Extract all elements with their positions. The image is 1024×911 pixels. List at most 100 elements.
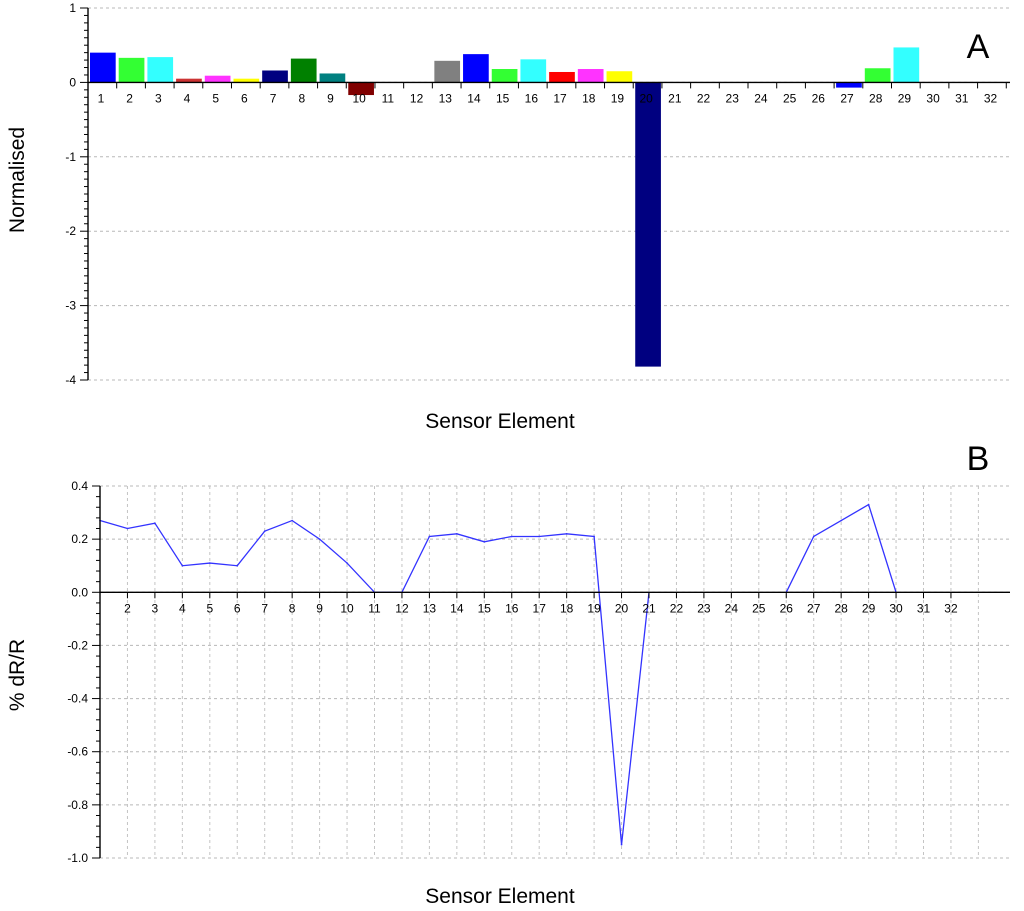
data-point-sensor-17	[538, 535, 540, 538]
data-point-sensor-5	[209, 562, 211, 564]
y-tick-label: -1	[65, 150, 76, 164]
data-point-sensor-15	[483, 541, 486, 543]
panel-b-gridlines	[100, 485, 1010, 859]
x-tick-label: 3	[152, 601, 159, 615]
panel-b-y-tick-labels: 0.4 0.2 0.0 -0.2 -0.4 -0.6 -0.8 -1.0	[67, 479, 88, 865]
panel-b-line-chart: 0.40.20.0-0.2-0.4-0.6-0.8-1.0 2 3 4 5 6 7 8 9 10…	[6, 440, 1010, 908]
x-tick-label: 32	[984, 91, 998, 105]
x-tick-label: 10	[352, 91, 366, 105]
x-tick-label: 7	[270, 91, 277, 105]
x-tick-label: 6	[241, 91, 248, 105]
x-tick-label: 12	[410, 91, 424, 105]
bar-sensor-6	[233, 78, 260, 83]
x-tick-label: 21	[642, 601, 656, 615]
data-point-sensor-6	[236, 564, 239, 567]
x-tick-label: 20	[639, 91, 653, 105]
bar-sensor-20	[635, 82, 661, 367]
x-tick-label: 14	[450, 601, 464, 615]
x-tick-label: 4	[179, 601, 186, 615]
bar-sensor-9	[319, 73, 346, 83]
bar-sensor-15	[491, 69, 518, 83]
series-line	[99, 519, 650, 845]
data-point-sensor-14	[456, 533, 458, 535]
x-tick-label: 15	[496, 91, 510, 105]
x-tick-label: 23	[726, 91, 740, 105]
panel-b-y-axis-title: % dR/R	[6, 639, 29, 711]
panel-a-letter: A	[967, 28, 990, 66]
data-point-sensor-9	[318, 538, 321, 540]
x-tick-label: 9	[327, 91, 334, 105]
x-tick-label: 11	[382, 91, 395, 105]
x-tick-label: 25	[752, 601, 766, 615]
x-tick-label: 13	[423, 601, 437, 615]
x-tick-label: 23	[697, 601, 711, 615]
panel-b-series	[99, 503, 897, 846]
x-tick-label: 1	[98, 91, 105, 105]
x-tick-label: 22	[697, 91, 711, 105]
y-tick-label: 0.2	[71, 532, 88, 546]
x-tick-label: 26	[780, 601, 794, 615]
x-tick-label: 5	[206, 601, 213, 615]
x-tick-label: 16	[505, 601, 519, 615]
x-tick-label: 17	[533, 601, 547, 615]
x-tick-label: 9	[316, 601, 323, 615]
data-point-sensor-20	[620, 843, 623, 846]
bar-sensor-8	[290, 58, 317, 83]
bar-sensor-29	[893, 47, 920, 83]
bar-sensor-14	[463, 54, 489, 83]
x-tick-label: 32	[944, 601, 958, 615]
data-point-sensor-4	[181, 564, 184, 567]
panel-a-gridlines	[88, 7, 1010, 381]
x-tick-label: 6	[234, 601, 241, 615]
x-tick-label: 31	[917, 601, 931, 615]
x-tick-label: 2	[126, 91, 133, 105]
y-tick-label: -3	[65, 299, 76, 313]
x-tick-label: 26	[812, 91, 826, 105]
x-tick-label: 18	[582, 91, 596, 105]
x-tick-label: 13	[439, 91, 453, 105]
bar-sensor-2	[118, 57, 145, 83]
y-tick-label: 1	[69, 1, 76, 15]
x-tick-label: 21	[668, 91, 682, 105]
data-point-sensor-8	[291, 519, 293, 522]
panel-a-axes	[80, 7, 1010, 381]
x-tick-label: 28	[869, 91, 883, 105]
x-tick-label: 12	[395, 601, 409, 615]
data-point-sensor-29	[867, 503, 870, 506]
data-point-sensor-27	[812, 535, 815, 538]
x-tick-label: 2	[124, 601, 131, 615]
bar-sensor-5	[204, 75, 231, 83]
bar-sensor-4	[176, 78, 202, 83]
y-tick-label: -0.4	[67, 692, 88, 706]
panel-b-x-axis-title: Sensor Element	[425, 885, 575, 908]
x-tick-label: 18	[560, 601, 574, 615]
bar-sensor-16	[520, 59, 547, 83]
x-tick-label: 8	[298, 91, 305, 105]
data-point-sensor-28	[840, 519, 842, 522]
x-tick-label: 30	[926, 91, 940, 105]
bar-sensor-3	[147, 57, 174, 83]
data-point-sensor-7	[263, 530, 266, 532]
x-tick-label: 16	[525, 91, 539, 105]
y-tick-label: 0	[69, 75, 76, 89]
bar-sensor-17	[549, 71, 575, 83]
panel-a-y-axis-title: Normalised	[6, 127, 29, 233]
bar-sensor-19	[606, 71, 633, 83]
data-point-sensor-2	[126, 527, 129, 530]
x-tick-label: 3	[155, 91, 162, 105]
x-tick-label: 7	[261, 601, 268, 615]
panel-a-x-tick-labels: 1 2 3 4 5 6 7 8 9 10 11 12 13 14 15 16 17 18 19 20 21 22 23 24 2…	[98, 91, 998, 105]
y-tick-label: -1.0	[67, 851, 88, 865]
panel-a-x-axis-title: Sensor Element	[425, 410, 575, 433]
x-tick-label: 27	[840, 91, 854, 105]
x-tick-label: 11	[368, 601, 381, 615]
bar-sensor-7	[262, 70, 288, 83]
x-tick-label: 20	[615, 601, 629, 615]
data-point-sensor-16	[510, 535, 513, 538]
bar-sensor-18	[577, 69, 604, 83]
x-tick-label: 28	[834, 601, 848, 615]
y-tick-label: -2	[65, 224, 76, 238]
bar-sensor-27	[836, 82, 862, 88]
x-tick-label: 10	[340, 601, 354, 615]
